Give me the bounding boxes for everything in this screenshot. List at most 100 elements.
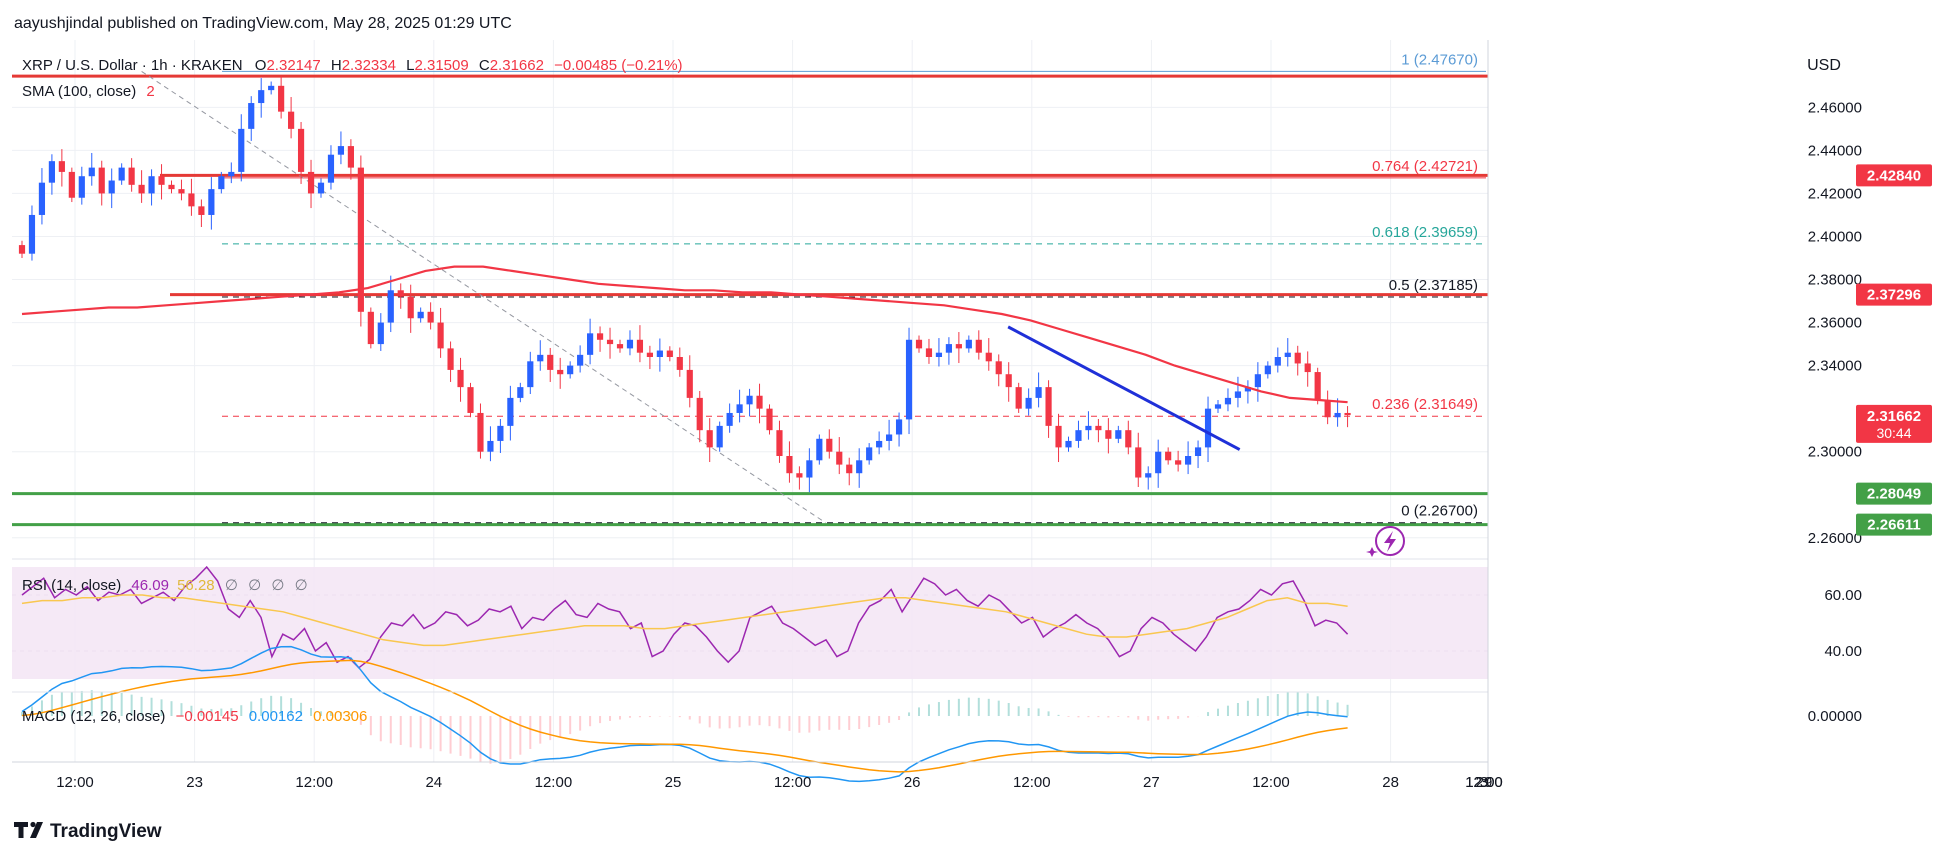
candle-body [766, 408, 773, 431]
price-tag-label: 2.37296 [1867, 287, 1921, 304]
candle-body [666, 350, 673, 357]
rsi-band [12, 567, 1488, 679]
candle-body [626, 339, 634, 349]
candle-body [477, 412, 484, 452]
candle-body [1194, 447, 1202, 456]
candle-body [557, 369, 564, 375]
trendline[interactable] [1007, 325, 1241, 451]
candle-body [696, 397, 703, 431]
candle-body [457, 369, 464, 388]
rsi-legend[interactable]: RSI (14, close) 46.09 56.28 ∅ ∅ ∅ ∅ [22, 577, 308, 594]
candle-body [367, 311, 374, 345]
candle-body [1165, 451, 1172, 461]
rsi-legend-label: RSI (14, close) [22, 577, 121, 594]
low-value: 2.31509 [414, 57, 468, 74]
candle-body [18, 245, 26, 254]
price-tick-label: 2.26000 [1808, 530, 1862, 547]
candle-body [507, 397, 514, 426]
candle-body [577, 354, 584, 366]
fib-level-label: 1 (2.47670) [1401, 51, 1478, 68]
candle-body [148, 176, 155, 194]
candle-body [297, 128, 305, 172]
candle-body [1075, 430, 1082, 441]
candle-body [1095, 425, 1102, 431]
price-axis[interactable]: 2.46000 2.44000 2.42000 2.40000 2.38000 2.360… [1808, 99, 1862, 725]
fib-retracement[interactable]: 1 (2.47670) 0.764 (2.42721) 0.618 (2.39659… [141, 51, 1486, 524]
candle-body [1145, 473, 1152, 478]
tradingview-logo[interactable]: TradingView [14, 821, 162, 842]
time-tick-label: 24 [425, 774, 442, 791]
candle-body [587, 333, 594, 355]
rsi-legend-extra-4: ∅ [295, 577, 308, 594]
candle-body [517, 387, 524, 398]
symbol-header[interactable]: XRP / U.S. Dollar · 1h · KRAKEN O2.32147… [22, 57, 683, 74]
sma-legend[interactable]: SMA (100, close) 2 [22, 83, 155, 100]
time-tick-label: 25 [665, 774, 682, 791]
candle-body [1085, 425, 1092, 431]
candle-body [1065, 440, 1072, 448]
candle-body [487, 440, 494, 452]
candle-body [1254, 374, 1261, 388]
time-axis[interactable]: 12:00 23 12:00 24 12:00 25 12:00 26 12:00 27 12:00… [56, 774, 1503, 791]
time-tick-label: 12:00 [1465, 774, 1503, 791]
candle-body [537, 354, 544, 362]
candle-body [48, 161, 55, 183]
close-value: 2.31662 [490, 57, 544, 74]
candle-body [1334, 412, 1341, 418]
currency-label[interactable]: USD [1807, 57, 1841, 74]
candle-body [427, 311, 434, 323]
price-tick-label: 2.42000 [1808, 185, 1862, 202]
candle-body [606, 339, 614, 345]
candle-body [1244, 387, 1251, 392]
time-tick-label: 29 [1476, 774, 1493, 791]
candle-body [198, 206, 205, 215]
candle-body [1344, 412, 1351, 416]
macd-tick-label: 0.00000 [1808, 708, 1862, 725]
candle-body [1274, 357, 1281, 366]
change-value: −0.00485 (−0.21%) [554, 57, 682, 74]
candle-body [1175, 460, 1182, 465]
candle-body [1155, 451, 1162, 474]
macd-line [21, 645, 1348, 783]
time-tick-label: 26 [904, 774, 921, 791]
price-tag-label: 2.42840 [1867, 167, 1921, 184]
candle-body [955, 344, 962, 349]
close-label: C [479, 57, 490, 74]
macd-lines [21, 645, 1349, 783]
candle-body [756, 395, 763, 409]
candle-body [1125, 430, 1132, 448]
candle-body [307, 171, 315, 194]
candle-body [108, 180, 115, 194]
candle-body [706, 430, 713, 448]
time-tick-label: 12:00 [295, 774, 333, 791]
candle-body [776, 430, 783, 456]
price-tick-label: 2.36000 [1808, 315, 1862, 332]
candle-body [337, 146, 345, 155]
candle-body [915, 339, 923, 349]
price-tag-box [1856, 404, 1932, 443]
candle-body [258, 90, 265, 104]
time-tick-label: 27 [1143, 774, 1160, 791]
macd-legend-hist: 0.00306 [313, 708, 367, 725]
candle-body [866, 447, 873, 461]
macd-legend[interactable]: MACD (12, 26, close) −0.00145 0.00162 0.… [22, 708, 367, 725]
candle-body [248, 103, 255, 129]
time-tick-label: 12:00 [774, 774, 812, 791]
price-tag-label: 2.28049 [1867, 486, 1921, 503]
candle-body [288, 111, 295, 129]
price-tick-label: 2.30000 [1808, 444, 1862, 461]
candle-body [826, 438, 833, 452]
candle-body [1314, 372, 1321, 401]
candle-body [407, 296, 414, 319]
sma-legend-value: 2 [146, 83, 154, 100]
price-tag-box [1856, 482, 1932, 505]
symbol-pair: XRP / U.S. Dollar · 1h · KRAKEN [22, 57, 243, 74]
candle-body [836, 451, 843, 465]
macd-legend-macd: −0.00145 [176, 708, 239, 725]
fib-level-label: 0.764 (2.42721) [1372, 158, 1478, 175]
price-tick-label: 2.46000 [1808, 99, 1862, 116]
flash-icon[interactable] [1366, 526, 1405, 557]
open-value: 2.32147 [266, 57, 320, 74]
